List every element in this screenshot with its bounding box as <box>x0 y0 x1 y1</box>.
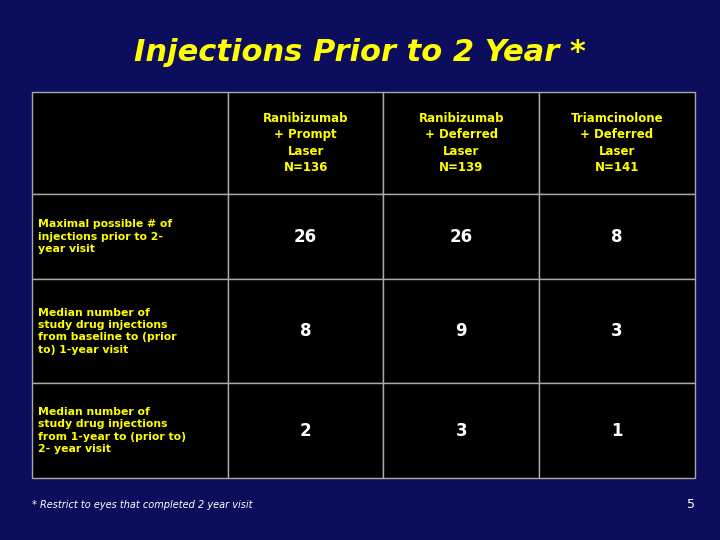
Text: 5: 5 <box>687 498 695 511</box>
Bar <box>32 194 228 279</box>
Text: Ranibizumab
+ Prompt
Laser
N=136: Ranibizumab + Prompt Laser N=136 <box>263 112 348 174</box>
Bar <box>32 92 228 194</box>
Text: 3: 3 <box>611 322 623 340</box>
Bar <box>228 383 384 478</box>
Text: 8: 8 <box>611 227 623 246</box>
Bar <box>539 279 695 383</box>
Text: 9: 9 <box>456 322 467 340</box>
Text: 26: 26 <box>450 227 473 246</box>
Bar <box>384 383 539 478</box>
Text: Ranibizumab
+ Deferred
Laser
N=139: Ranibizumab + Deferred Laser N=139 <box>418 112 504 174</box>
Text: 26: 26 <box>294 227 318 246</box>
Bar <box>32 383 228 478</box>
Bar <box>228 92 384 194</box>
Bar <box>32 279 228 383</box>
Bar <box>539 194 695 279</box>
Bar <box>539 92 695 194</box>
Text: Triamcinolone
+ Deferred
Laser
N=141: Triamcinolone + Deferred Laser N=141 <box>571 112 663 174</box>
Bar <box>384 194 539 279</box>
Text: 3: 3 <box>456 422 467 440</box>
Bar <box>384 92 539 194</box>
Text: Injections Prior to 2 Year *: Injections Prior to 2 Year * <box>134 38 586 67</box>
Text: 2: 2 <box>300 422 312 440</box>
Text: 1: 1 <box>611 422 623 440</box>
Bar <box>228 194 384 279</box>
Bar <box>384 279 539 383</box>
Text: Maximal possible # of
injections prior to 2-
year visit: Maximal possible # of injections prior t… <box>38 219 172 254</box>
Text: 8: 8 <box>300 322 311 340</box>
Bar <box>539 383 695 478</box>
Text: * Restrict to eyes that completed 2 year visit: * Restrict to eyes that completed 2 year… <box>32 500 253 510</box>
Bar <box>228 279 384 383</box>
Text: Median number of
study drug injections
from 1-year to (prior to)
2- year visit: Median number of study drug injections f… <box>38 407 186 454</box>
Text: Median number of
study drug injections
from baseline to (prior
to) 1-year visit: Median number of study drug injections f… <box>38 308 177 355</box>
